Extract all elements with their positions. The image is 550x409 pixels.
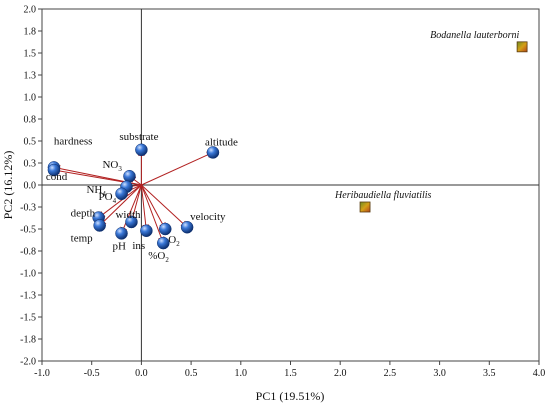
loading-arrow-depth xyxy=(97,184,142,219)
variable-label-cond: cond xyxy=(46,171,68,183)
species-label: Bodanella lauterborni xyxy=(430,30,519,41)
loading-arrow-ins xyxy=(140,184,150,232)
variable-label-hardness: hardness xyxy=(54,135,93,147)
variable-point-altitude xyxy=(206,146,220,159)
variable-point-o2 xyxy=(159,222,172,236)
variable-point-no3 xyxy=(123,169,136,183)
y-tick-label: 2.0 xyxy=(24,5,37,16)
x-tick-label: 1.0 xyxy=(235,368,248,379)
loading-arrow-ph xyxy=(120,184,142,235)
species-points: Bodanella lauterborni Heribaudiella fluvi… xyxy=(334,30,528,213)
x-tick-label: 3.5 xyxy=(483,368,496,379)
variable-label-altitude: altitude xyxy=(205,136,238,148)
loading-arrow-width xyxy=(129,184,142,223)
variable-label-temp: temp xyxy=(71,232,93,244)
variable-point-po4 xyxy=(115,187,128,201)
variable-label-substrate: substrate xyxy=(119,131,158,143)
x-tick-label: 0.0 xyxy=(135,368,148,379)
x-axis-title: PC1 (19.51%) xyxy=(256,389,325,403)
y-tick-label: 0.5 xyxy=(24,137,37,148)
x-tick-label: 1.5 xyxy=(284,368,297,379)
species-point xyxy=(516,41,528,53)
y-tick-label: -2.0 xyxy=(20,357,36,368)
variable-point-ins xyxy=(140,224,153,238)
axes: -1.0 -0.5 0.0 0.5 1.0 1.5 2.0 2.5 3.0 3.5 4.0 2.0 1.… xyxy=(20,5,545,380)
y-tick-label: -1.3 xyxy=(20,291,36,302)
y-tick-label: 0.3 xyxy=(24,159,37,170)
variable-point-temp xyxy=(93,219,106,232)
variable-label-no3: NO3 xyxy=(102,159,122,173)
y-tick-label: 0.0 xyxy=(24,181,37,192)
variable-points xyxy=(47,143,220,250)
variable-label-width: width xyxy=(115,209,141,221)
variable-label-pcto2: %O2 xyxy=(148,250,169,264)
x-tick-label: 0.5 xyxy=(185,368,198,379)
variable-point-width xyxy=(125,215,138,229)
y-tick-label: 1.8 xyxy=(24,27,37,38)
y-tick-label: 1.3 xyxy=(24,71,37,82)
species-label: Heribaudiella fluviatilis xyxy=(334,190,431,201)
y-tick-label: 1.0 xyxy=(24,93,37,104)
y-tick-label: -0.5 xyxy=(20,225,36,236)
x-tick-label: -0.5 xyxy=(84,368,100,379)
variable-label-nh4: NH4 xyxy=(86,184,106,198)
variable-point-ph xyxy=(115,227,128,240)
y-tick-label: 0.8 xyxy=(24,115,37,126)
variable-label-po4: PO4 xyxy=(99,191,117,205)
loading-arrow-altitude xyxy=(141,151,214,186)
variable-label-ins: ins xyxy=(132,240,145,252)
loading-arrow-temp xyxy=(98,184,142,227)
variable-point-velocity xyxy=(180,220,194,234)
loading-arrow-pcto2 xyxy=(140,184,165,245)
x-tick-label: 3.0 xyxy=(433,368,446,379)
variable-point-substrate xyxy=(135,143,148,157)
x-tick-label: 2.0 xyxy=(334,368,347,379)
y-tick-label: -1.5 xyxy=(20,313,36,324)
x-tick-label: -1.0 xyxy=(34,368,50,379)
variable-point-pcto2 xyxy=(157,236,170,250)
y-tick-label: -1.0 xyxy=(20,269,36,280)
variable-label-o2: O2 xyxy=(168,234,180,248)
y-tick-label: 1.5 xyxy=(24,49,37,60)
variable-label-velocity: velocity xyxy=(190,211,226,223)
y-axis-title: PC2 (16.12%) xyxy=(1,151,15,220)
loading-arrow-o2 xyxy=(140,184,166,230)
y-tick-label: -1.8 xyxy=(20,335,36,346)
variable-label-depth: depth xyxy=(71,208,96,220)
x-tick-label: 2.5 xyxy=(384,368,397,379)
y-tick-label: -0.8 xyxy=(20,247,36,258)
species-point xyxy=(359,201,371,213)
y-tick-label: -0.3 xyxy=(20,203,36,214)
variable-point-cond xyxy=(47,163,61,177)
loading-arrow-velocity xyxy=(141,184,188,228)
x-tick-label: 4.0 xyxy=(533,368,546,379)
variable-label-ph: pH xyxy=(113,240,127,252)
